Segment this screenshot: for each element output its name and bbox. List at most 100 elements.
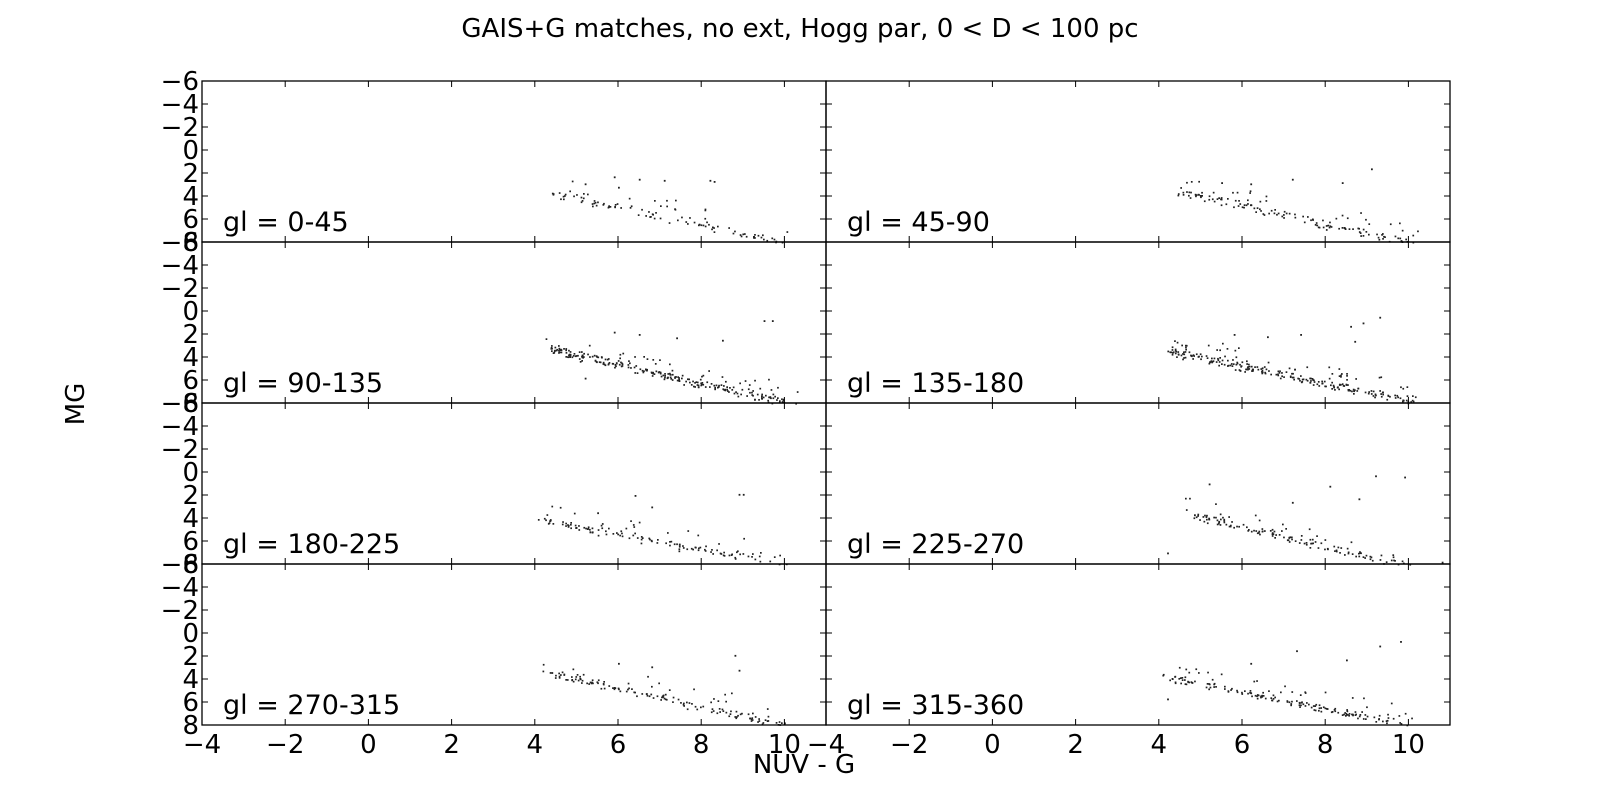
data-point xyxy=(569,351,572,353)
data-point xyxy=(727,390,729,392)
data-point xyxy=(607,363,610,365)
data-point xyxy=(1293,378,1295,381)
data-point xyxy=(747,713,750,716)
x-tick-label: 2 xyxy=(443,730,460,760)
y-tick-label: 4 xyxy=(182,343,199,373)
data-point xyxy=(1329,221,1331,224)
data-point xyxy=(1324,548,1326,551)
data-point xyxy=(591,527,594,530)
data-point xyxy=(1162,673,1165,676)
data-point xyxy=(713,231,716,233)
data-point xyxy=(656,542,659,544)
data-point xyxy=(1275,534,1277,536)
data-point xyxy=(1298,378,1301,380)
data-point xyxy=(675,376,677,378)
data-point xyxy=(1325,229,1328,231)
data-point xyxy=(568,353,571,356)
data-point xyxy=(1253,680,1256,683)
data-point xyxy=(1372,390,1375,393)
data-point xyxy=(1281,530,1283,532)
data-point xyxy=(571,676,573,678)
data-point xyxy=(631,688,633,690)
data-point xyxy=(1345,383,1348,386)
x-tick-label: 8 xyxy=(1317,730,1334,760)
data-point xyxy=(1209,361,1211,364)
data-point xyxy=(1169,679,1171,682)
data-point xyxy=(641,537,644,539)
data-point xyxy=(749,391,751,394)
data-point xyxy=(1378,238,1381,241)
data-point xyxy=(740,235,743,238)
data-point xyxy=(1208,195,1211,198)
data-point xyxy=(1364,557,1366,559)
data-point xyxy=(1197,515,1199,517)
data-point xyxy=(1399,237,1402,240)
data-point xyxy=(579,678,582,681)
data-point xyxy=(1274,696,1276,699)
data-point xyxy=(1248,365,1251,368)
data-point xyxy=(758,399,760,401)
data-point xyxy=(761,396,763,398)
data-point xyxy=(564,195,566,197)
data-point xyxy=(1309,538,1312,541)
data-point xyxy=(758,720,761,722)
data-point xyxy=(1261,367,1264,370)
data-point xyxy=(1291,501,1294,504)
data-point xyxy=(670,378,673,380)
data-point xyxy=(603,687,606,690)
data-point xyxy=(1358,552,1360,555)
data-point xyxy=(1194,193,1197,196)
data-point xyxy=(570,523,572,526)
data-point xyxy=(1399,222,1401,225)
data-point xyxy=(668,222,671,224)
x-tick-label: 4 xyxy=(527,730,544,760)
data-point xyxy=(559,351,561,354)
data-point xyxy=(1224,688,1226,690)
data-point xyxy=(771,320,774,322)
data-point xyxy=(1347,551,1350,554)
data-point xyxy=(1309,382,1312,384)
data-point xyxy=(1273,530,1276,533)
data-point xyxy=(1380,395,1383,398)
data-point xyxy=(1178,666,1181,669)
data-point xyxy=(1191,682,1194,684)
data-point xyxy=(1180,354,1183,357)
data-point xyxy=(546,514,549,516)
data-point xyxy=(1338,375,1341,377)
data-point xyxy=(613,687,616,689)
data-point xyxy=(597,512,599,515)
data-point xyxy=(730,710,732,713)
data-point xyxy=(664,376,666,379)
data-point xyxy=(1169,351,1172,354)
data-point xyxy=(1340,374,1342,377)
data-point xyxy=(1380,376,1383,379)
data-point xyxy=(1296,700,1298,702)
data-point xyxy=(1362,228,1365,231)
data-point xyxy=(1256,697,1259,700)
data-point xyxy=(558,675,561,678)
data-point xyxy=(608,527,610,530)
data-point xyxy=(1193,517,1196,520)
data-point xyxy=(1364,391,1367,394)
data-point xyxy=(635,365,638,367)
data-point xyxy=(1321,382,1324,385)
data-point xyxy=(592,682,594,685)
data-point xyxy=(595,355,598,357)
data-point xyxy=(1190,191,1192,194)
data-point xyxy=(1387,395,1390,397)
panel-2: gl = 45-90 xyxy=(825,80,1451,244)
data-point xyxy=(618,688,620,691)
data-point xyxy=(666,377,669,380)
data-point xyxy=(1258,530,1261,533)
data-point xyxy=(1291,376,1294,379)
data-point xyxy=(1268,370,1270,372)
panel-label: gl = 315-360 xyxy=(847,690,1024,721)
data-point xyxy=(1343,227,1346,229)
data-point xyxy=(603,681,605,683)
data-point xyxy=(630,367,632,369)
data-point xyxy=(1216,519,1219,522)
data-point xyxy=(691,703,693,705)
data-point xyxy=(1203,200,1206,203)
data-point xyxy=(1299,379,1301,382)
data-point xyxy=(698,224,700,227)
